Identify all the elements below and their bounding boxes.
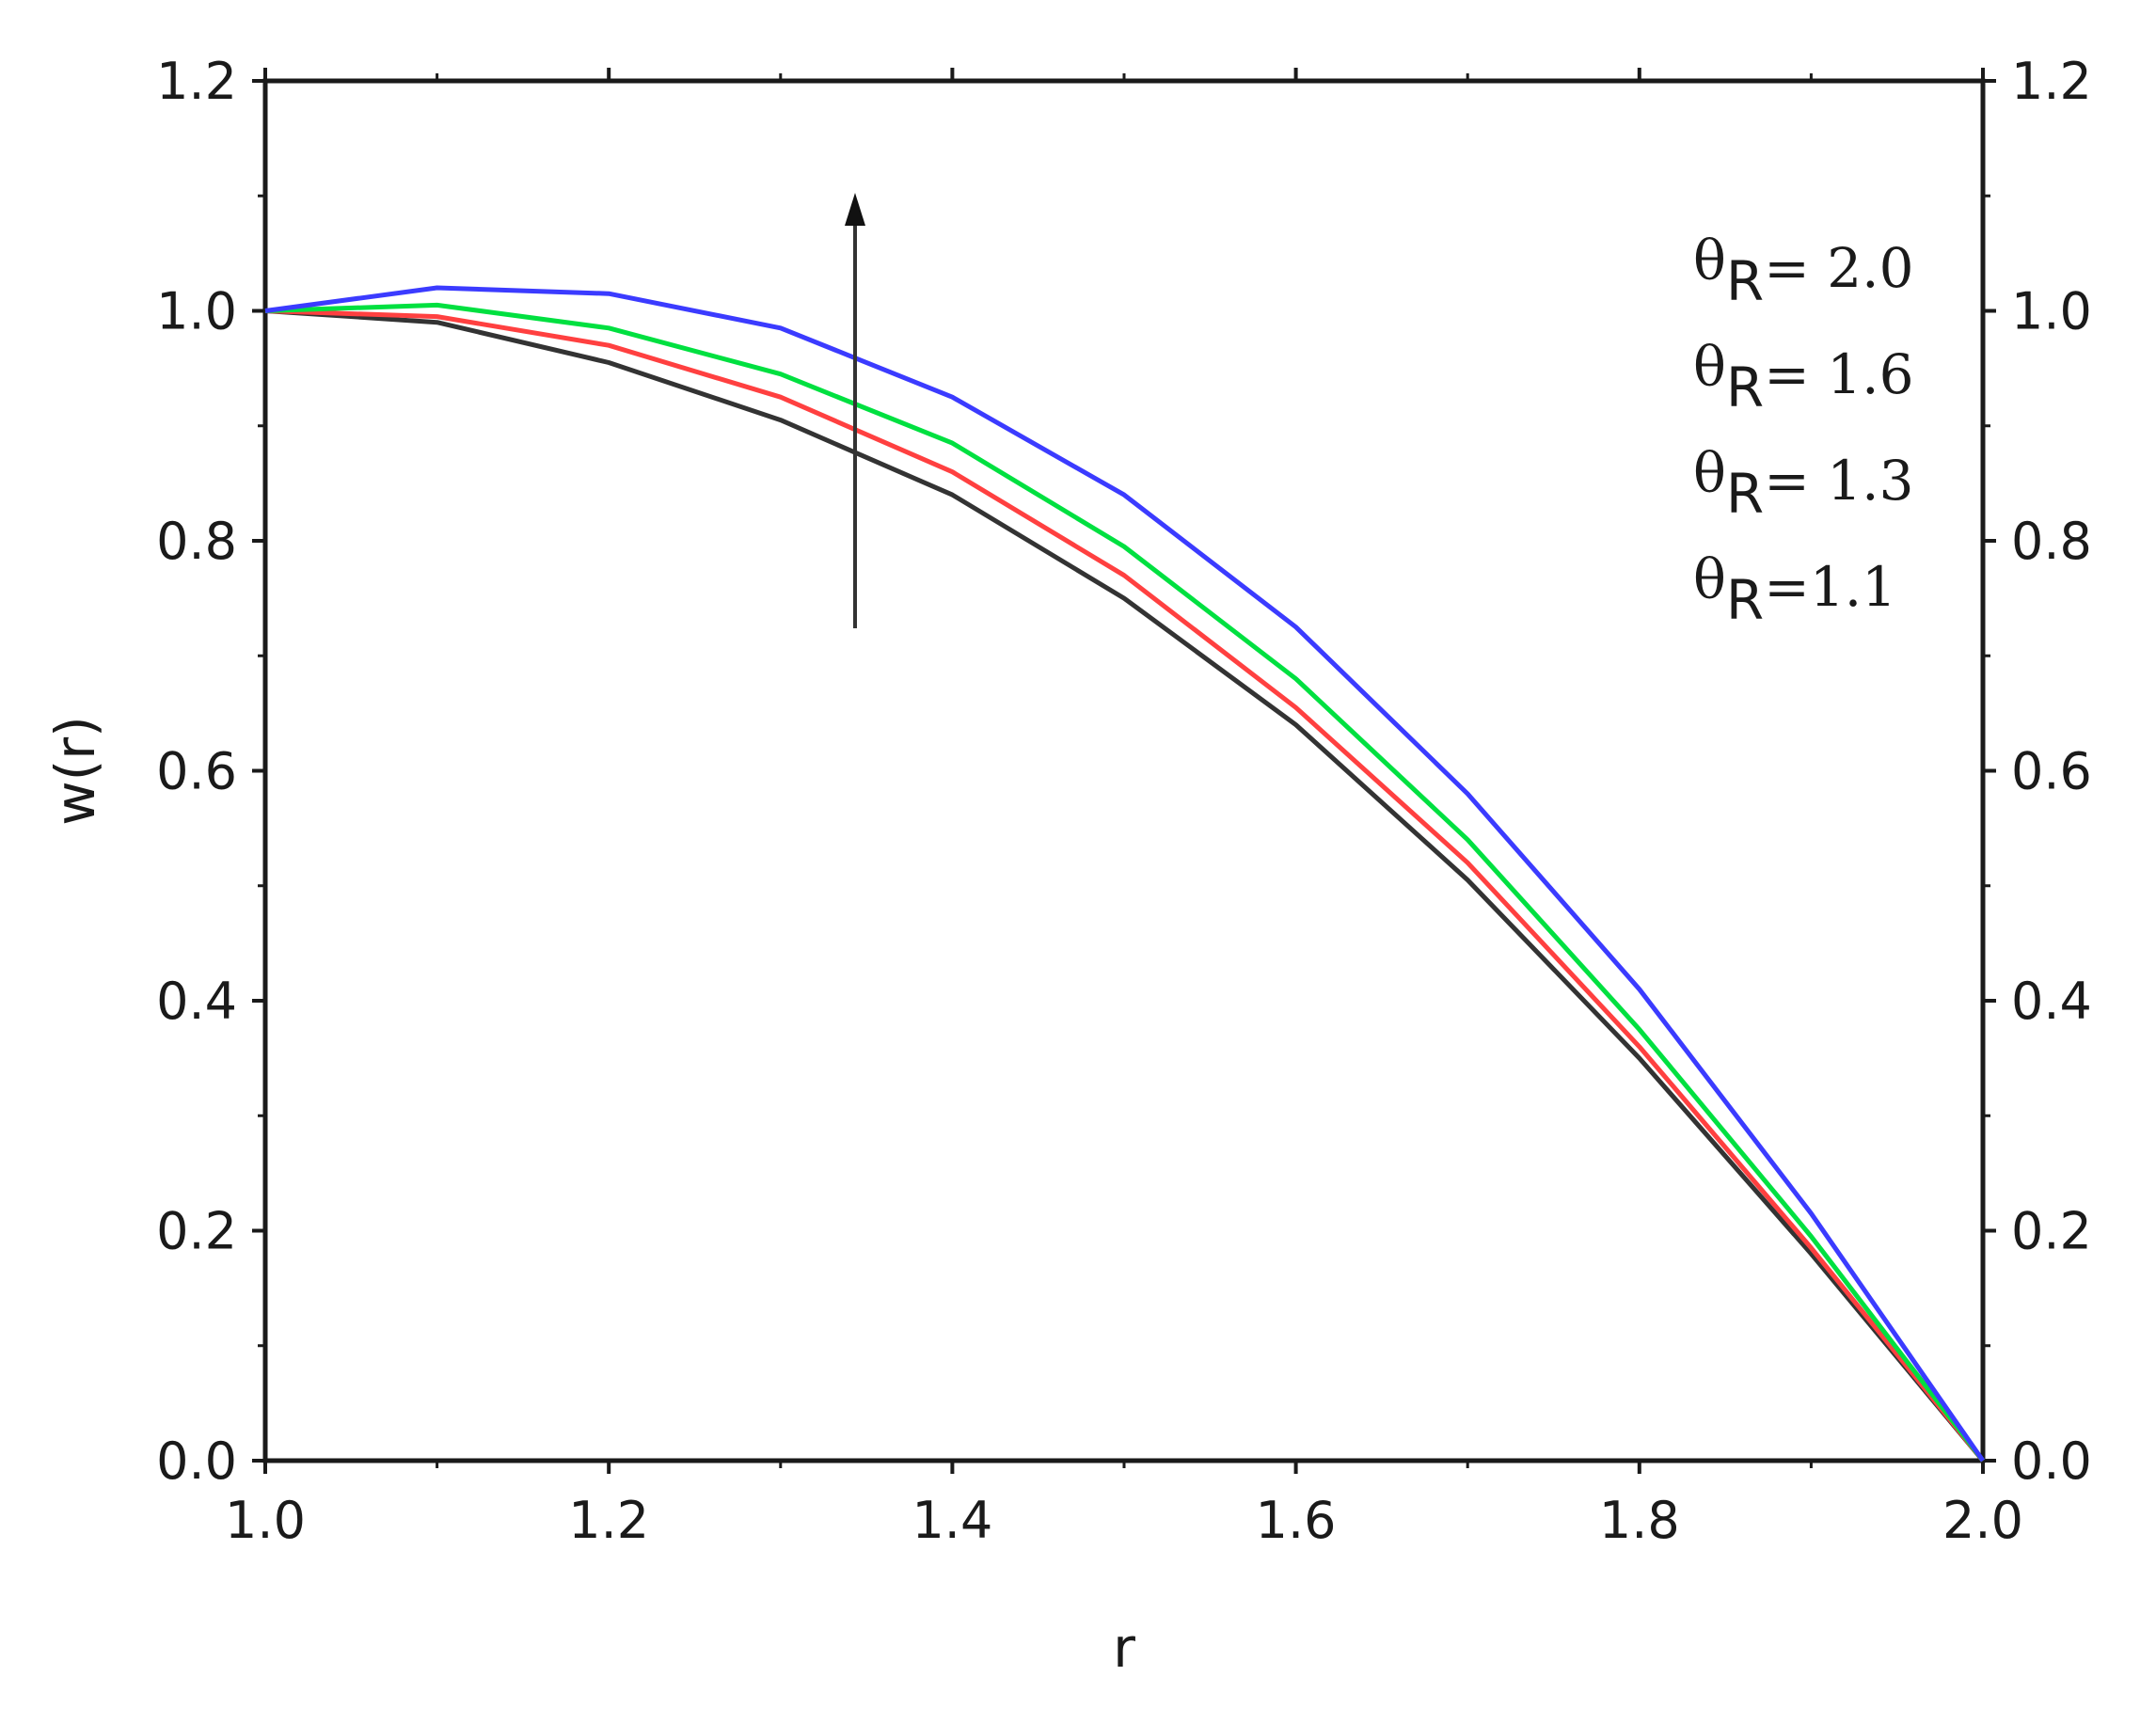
y-tick-label-left: 1.0 [156,282,237,341]
y-tick-label-left: 0.0 [156,1431,237,1491]
y-tick-label-right: 1.0 [2011,282,2092,341]
x-tick-label: 1.6 [1256,1491,1337,1550]
legend-entry-2: θR= 1.3 [1693,441,1914,526]
y-tick-label-left: 0.6 [156,742,237,801]
x-tick-label: 2.0 [1942,1491,2023,1550]
y-tick-label-left: 1.2 [156,52,237,111]
x-tick-label: 1.8 [1599,1491,1680,1550]
series-line-3 [264,308,1985,1463]
y-tick-label-right: 0.8 [2011,512,2092,571]
y-tick-label-left: 0.2 [156,1202,237,1261]
y-axis-label: w(r) [43,716,107,826]
y-tick-label-left: 0.8 [156,512,237,571]
y-tick-label-right: 0.4 [2011,972,2092,1031]
x-tick-label: 1.0 [225,1491,306,1550]
arrow-head-icon [845,193,865,226]
y-tick-label-right: 0.6 [2011,742,2092,801]
y-tick-label-right: 0.2 [2011,1202,2092,1261]
y-tick-label-left: 0.4 [156,972,237,1031]
legend-entry-1: θR= 1.6 [1693,335,1914,419]
legend-entry-3: θR=1.1 [1693,547,1896,632]
x-tick-label: 1.4 [912,1491,992,1550]
y-tick-label-right: 0.0 [2011,1431,2092,1491]
y-tick-label-right: 1.2 [2011,52,2092,111]
series-line-0 [264,285,1986,1463]
x-axis-label: r [1113,1616,1135,1680]
series-line-1 [264,302,1985,1463]
legend-entry-0: θR= 2.0 [1693,229,1914,313]
series-line-2 [264,308,1985,1463]
x-tick-label: 1.2 [568,1491,649,1550]
